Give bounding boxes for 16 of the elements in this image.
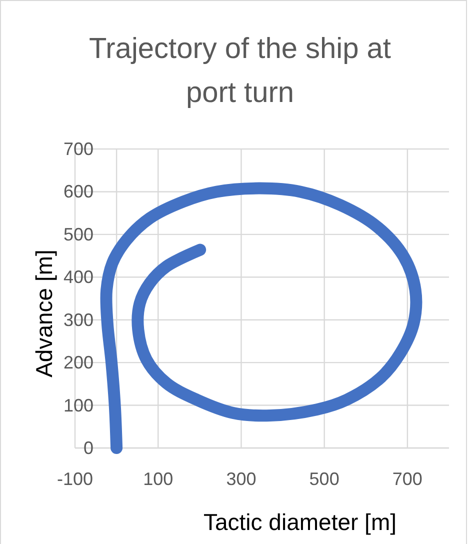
chart-title: Trajectory of the ship at port turn — [89, 33, 391, 109]
y-tick-label: 200 — [64, 352, 94, 373]
y-tick-label: 600 — [64, 182, 94, 202]
y-tick-label: 500 — [64, 224, 94, 244]
x-tick-label: 700 — [392, 469, 422, 489]
y-tick-label: 0 — [84, 438, 94, 458]
y-tick-label: 700 — [64, 139, 94, 159]
y-tick-label: 400 — [64, 267, 94, 288]
x-axis-title: Tactic diameter [m] — [204, 509, 396, 535]
x-tick-label: 300 — [226, 469, 256, 489]
x-tick-label: 100 — [143, 469, 174, 489]
x-tick-label: -100 — [56, 469, 94, 489]
y-axis-title: Advance [m] — [31, 250, 57, 378]
y-tick-label: 300 — [64, 310, 94, 330]
x-tick-label: 500 — [309, 469, 340, 489]
y-tick-label: 100 — [64, 395, 94, 416]
